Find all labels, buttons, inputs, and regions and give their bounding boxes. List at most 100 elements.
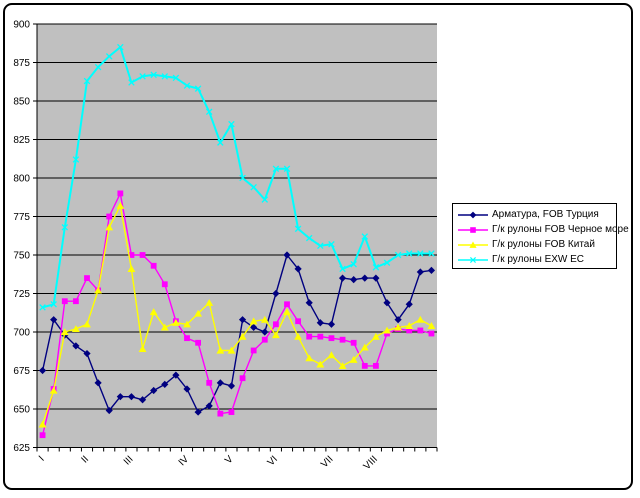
marker-diamond xyxy=(338,274,347,282)
legend-marker-square-icon xyxy=(458,226,488,233)
marker-x xyxy=(339,265,346,273)
x-axis-label: I xyxy=(37,454,47,464)
marker-triangle xyxy=(394,323,403,331)
marker-x xyxy=(261,196,269,203)
marker-diamond xyxy=(83,349,91,358)
marker-x xyxy=(250,183,257,191)
legend-marker-diamond-icon xyxy=(458,211,488,218)
marker-diamond xyxy=(194,408,202,416)
marker-diamond xyxy=(327,320,336,328)
marker-triangle xyxy=(105,223,114,231)
marker-square xyxy=(361,362,368,369)
marker-x xyxy=(394,251,402,259)
plot-area xyxy=(37,24,437,448)
marker-square xyxy=(306,333,313,340)
marker-diamond xyxy=(172,371,180,379)
marker-diamond xyxy=(205,402,213,410)
marker-square xyxy=(372,362,379,369)
marker-triangle xyxy=(383,326,391,334)
chart-legend: Арматура, FOB Турция Г/к рулоны FOB Черно… xyxy=(452,203,629,269)
x-axis-label: VII xyxy=(319,454,335,470)
marker-diamond xyxy=(294,265,302,273)
marker-square xyxy=(284,301,290,308)
marker-diamond xyxy=(261,328,269,336)
marker-triangle xyxy=(271,331,280,339)
legend-label: Г/к рулоны EXW ЕС xyxy=(492,253,585,265)
marker-x xyxy=(150,71,157,79)
marker-x xyxy=(228,120,235,128)
marker-x xyxy=(194,85,202,92)
marker-diamond xyxy=(50,316,58,324)
marker-triangle xyxy=(360,343,369,351)
marker-square xyxy=(128,252,135,258)
y-axis-label: 750 xyxy=(13,251,30,262)
marker-triangle xyxy=(194,309,203,317)
marker-x xyxy=(161,73,169,80)
legend-marker-x-icon xyxy=(458,256,488,263)
marker-triangle xyxy=(116,201,125,209)
marker-diamond xyxy=(272,289,280,298)
marker-triangle xyxy=(94,286,103,294)
marker-square xyxy=(295,318,302,325)
marker-triangle xyxy=(371,332,380,340)
marker-square xyxy=(239,375,246,382)
marker-triangle xyxy=(227,346,236,354)
marker-triangle xyxy=(283,308,291,316)
marker-diamond xyxy=(38,366,47,375)
marker-x xyxy=(350,260,357,268)
marker-x xyxy=(217,139,224,146)
marker-x xyxy=(50,301,57,308)
marker-diamond xyxy=(372,274,380,282)
marker-square xyxy=(328,335,335,342)
marker-square xyxy=(184,335,190,342)
marker-square xyxy=(39,432,46,439)
marker-triangle xyxy=(405,322,414,329)
legend-item: Г/к рулоны FOB Черное море xyxy=(458,222,629,237)
y-axis-label: 900 xyxy=(13,20,30,31)
x-axis-label: IV xyxy=(177,454,192,469)
marker-square xyxy=(317,333,324,340)
marker-triangle xyxy=(349,355,358,363)
marker-triangle xyxy=(127,265,136,272)
marker-triangle xyxy=(38,420,47,428)
marker-triangle xyxy=(149,308,158,316)
legend-label: Г/к рулоны FOB Китай xyxy=(492,238,595,250)
marker-triangle xyxy=(294,332,303,340)
marker-diamond xyxy=(416,268,424,276)
x-axis-label: VIII xyxy=(362,454,380,472)
marker-triangle xyxy=(427,322,436,329)
marker-diamond xyxy=(161,380,169,388)
marker-diamond xyxy=(227,382,236,390)
x-axis-label: II xyxy=(79,454,91,466)
marker-square xyxy=(406,327,413,334)
marker-triangle xyxy=(327,351,336,359)
marker-triangle xyxy=(83,320,91,328)
marker-x xyxy=(172,74,180,82)
marker-diamond xyxy=(383,299,391,307)
marker-square xyxy=(339,336,346,343)
legend-marker-triangle-icon xyxy=(458,241,488,248)
legend-item: Г/к рулоны FOB Китай xyxy=(458,237,614,252)
marker-x xyxy=(94,63,102,71)
marker-x xyxy=(128,79,135,86)
marker-triangle xyxy=(305,354,314,362)
y-axis-label: 775 xyxy=(13,212,30,223)
marker-x xyxy=(417,250,424,257)
marker-x xyxy=(283,165,291,173)
marker-triangle xyxy=(416,315,425,323)
marker-diamond xyxy=(283,251,291,259)
marker-x xyxy=(105,53,113,60)
marker-square xyxy=(250,347,257,354)
marker-x xyxy=(361,233,369,240)
y-axis-label: 700 xyxy=(13,328,30,339)
marker-square xyxy=(117,190,124,197)
y-axis-label: 850 xyxy=(13,97,30,108)
marker-square xyxy=(72,298,79,305)
marker-square xyxy=(84,275,90,281)
marker-square xyxy=(272,321,279,328)
marker-diamond xyxy=(216,379,224,387)
marker-triangle xyxy=(138,345,147,353)
marker-x xyxy=(328,240,335,248)
marker-diamond xyxy=(127,393,136,401)
legend-label: Арматура, FOB Турция xyxy=(492,208,599,220)
